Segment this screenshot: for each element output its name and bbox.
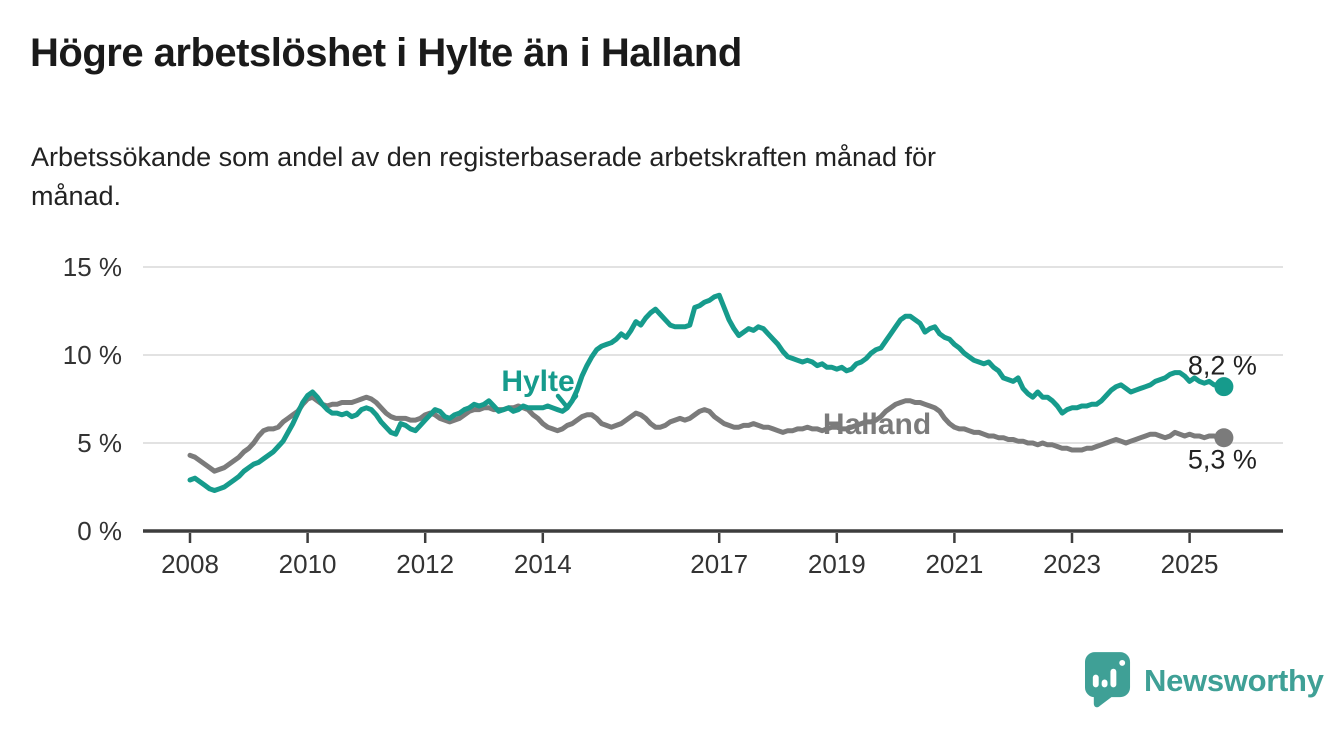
series-line-hylte <box>187 292 1227 493</box>
series-inline-labels: Hylte Halland <box>501 365 931 441</box>
chart-subtitle: Arbetssökande som andel av den registerb… <box>31 142 937 212</box>
x-axis-tick-label: 2023 <box>1043 549 1101 579</box>
x-axis-tick-label: 2010 <box>279 549 337 579</box>
newsworthy-logo-icon <box>1085 652 1131 708</box>
series-label-halland: Halland <box>823 408 931 441</box>
x-axis-tick-label: 2017 <box>690 549 748 579</box>
series-end-dot-hylte <box>1214 377 1234 397</box>
x-axis-tick-label: 2012 <box>396 549 454 579</box>
x-axis-tick-label: 2025 <box>1161 549 1219 579</box>
bar-icon <box>1110 668 1117 688</box>
bar-icon <box>1101 679 1108 688</box>
newsworthy-logo[interactable]: Newsworthy <box>1085 652 1324 709</box>
dot-icon <box>1119 659 1126 666</box>
series-end-value-halland: 5,3 % <box>1188 445 1257 475</box>
y-axis-tick-label: 0 % <box>77 516 122 546</box>
x-axis-tick-label: 2008 <box>161 549 219 579</box>
y-axis-tick-label: 5 % <box>77 428 122 458</box>
bar-icon <box>1092 674 1099 688</box>
chevron-down-icon <box>555 393 579 410</box>
series-label-hylte: Hylte <box>501 365 574 398</box>
x-axis-tick-label: 2021 <box>925 549 983 579</box>
series-end-dot-halland <box>1214 428 1234 448</box>
unemployment-line-chart: 0 % 5 % 10 % 15 % 2008 2010 2012 2014 2017 2019 20… <box>63 252 1283 579</box>
y-axis-tick-label: 15 % <box>63 252 122 282</box>
series-line-halland <box>187 394 1227 474</box>
chart-title: Högre arbetslöshet i Hylte än i Halland <box>30 31 742 75</box>
series-end-value-hylte: 8,2 % <box>1188 351 1257 381</box>
y-axis-tick-label: 10 % <box>63 340 122 370</box>
x-axis-tick-label: 2019 <box>808 549 866 579</box>
x-axis-tick-label: 2014 <box>514 549 572 579</box>
newsworthy-wordmark: Newsworthy <box>1144 662 1324 698</box>
